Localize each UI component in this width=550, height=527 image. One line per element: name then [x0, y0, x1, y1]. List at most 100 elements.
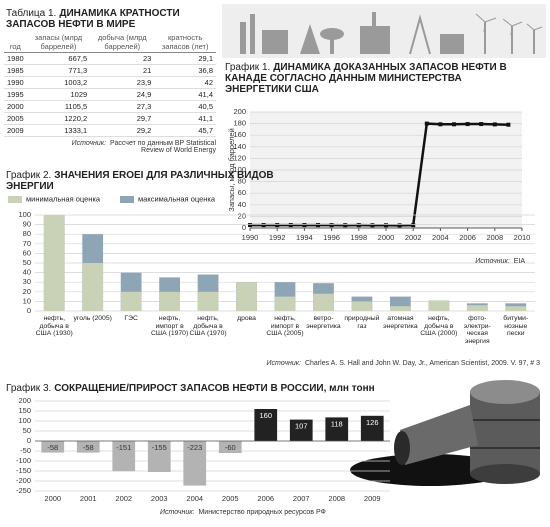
x-tick-label: битуми-нозные пески — [503, 315, 529, 337]
data-point — [302, 223, 307, 228]
x-tick-label: 2007 — [293, 494, 310, 503]
y-tick-label: -200 — [16, 476, 31, 485]
bar — [254, 409, 278, 441]
bar — [218, 441, 242, 453]
value-label: 118 — [331, 419, 343, 428]
table-row: 2009 1333,1 29,2 45,7 — [4, 124, 216, 137]
bar — [351, 301, 373, 311]
table-cell: 23 — [90, 52, 155, 65]
title-prefix: График 2. — [6, 170, 52, 181]
table-cell: 24,9 — [90, 88, 155, 101]
column-header: добыча (млрд баррелей) — [90, 32, 155, 53]
x-tick-label: 2000 — [378, 233, 395, 242]
y-tick-label: 180 — [233, 119, 246, 128]
y-tick-label: 90 — [23, 220, 31, 229]
table-cell: 29,7 — [90, 112, 155, 125]
data-point — [465, 122, 470, 127]
bar — [76, 441, 100, 453]
table-cell: 40,5 — [154, 100, 216, 113]
x-tick-label: 2010 — [514, 233, 531, 242]
y-tick-label: 20 — [23, 287, 31, 296]
legend-item: минимальная оценка — [8, 194, 100, 204]
reserves-table: год запасы (млрд баррелей) добыча (млрд ба… — [4, 32, 216, 137]
header-row: год запасы (млрд баррелей) добыча (млрд ба… — [4, 32, 216, 53]
table-row: 1985 771,3 21 36,8 — [4, 64, 216, 77]
source-text: EIA — [513, 258, 525, 265]
x-tick-label: 2006 — [257, 494, 274, 503]
value-label: -60 — [225, 443, 236, 452]
column-header: запасы (млрд баррелей) — [26, 32, 91, 53]
data-line — [250, 122, 509, 227]
x-tick-label: 2005 — [222, 494, 239, 503]
value-label: -58 — [83, 443, 94, 452]
data-point — [438, 122, 443, 127]
value-label: -223 — [187, 443, 202, 452]
x-tick-label: 2006 — [459, 233, 476, 242]
x-tick-label: дрова — [237, 315, 256, 322]
title-text: ЗНАЧЕНИЯ EROEI ДЛЯ РАЗЛИЧНЫХ ВИДОВ ЭНЕРГ… — [6, 170, 274, 192]
y-tick-label: 0 — [27, 436, 31, 445]
y-tick-label: 20 — [238, 211, 246, 220]
x-tick-label: ветро-энергетика — [306, 315, 341, 330]
y-tick-label: 150 — [18, 406, 31, 415]
y-tick-label: 120 — [233, 153, 246, 162]
table-cell: 41,1 — [154, 112, 216, 125]
y-tick-label: 0 — [27, 306, 31, 315]
data-point — [370, 223, 375, 228]
table-cell: 21 — [90, 64, 155, 77]
x-tick-label: ГЭС — [124, 315, 138, 322]
table-cell: 23,9 — [90, 76, 155, 89]
y-tick-label: 100 — [18, 210, 31, 219]
bar — [183, 441, 207, 486]
x-tick-label: нефть, добыча в США (2000) — [420, 315, 458, 337]
table-cell: 41,4 — [154, 88, 216, 101]
data-point — [424, 121, 429, 126]
x-tick-label: 2000 — [44, 494, 61, 503]
legend-item: максимальная оценка — [120, 194, 215, 204]
value-label: -151 — [116, 443, 131, 452]
table-cell: 27,3 — [90, 100, 155, 113]
x-tick-label: нефть, импорт в США (2005) — [266, 315, 304, 337]
source-text: Charles A. S. Hall and John W. Day, Jr.,… — [304, 360, 540, 367]
y-tick-label: 80 — [238, 177, 246, 186]
bar — [147, 441, 171, 472]
source-label: Источник: — [475, 258, 510, 265]
table-cell: 1003,2 — [26, 76, 91, 89]
bar — [325, 417, 349, 441]
x-tick-label: 1992 — [269, 233, 286, 242]
y-tick-label: 10 — [23, 296, 31, 305]
table-row: 1990 1003,2 23,9 42 — [4, 76, 216, 89]
source-label: Источник: — [266, 360, 301, 367]
y-tick-label: 40 — [23, 268, 31, 277]
y-tick-label: 100 — [18, 416, 31, 425]
table-cell: 36,8 — [154, 64, 216, 77]
x-tick-label: 2004 — [432, 233, 449, 242]
x-tick-label: 2008 — [328, 494, 345, 503]
data-point — [384, 223, 388, 228]
x-tick-label: 1998 — [350, 233, 367, 242]
table-cell: 29,2 — [90, 124, 155, 137]
y-tick-label: -50 — [20, 446, 31, 455]
y-tick-label: 200 — [18, 396, 31, 405]
barrel-illustration — [350, 380, 540, 486]
source-text: Министерство природных ресурсов РФ — [198, 509, 326, 516]
column-header: год — [4, 32, 27, 53]
y-tick-label: -100 — [16, 456, 31, 465]
y-tick-label: 60 — [23, 248, 31, 257]
data-point — [506, 122, 511, 127]
y-tick-label: 140 — [233, 142, 246, 151]
source-label: Источник: — [160, 509, 195, 516]
x-tick-label: 2009 — [364, 494, 381, 503]
bar — [43, 215, 65, 311]
table-body: 1980 667,5 23 29,1 1985 771,3 21 36,8 1990 1003,2… — [4, 52, 216, 137]
y-tick-label: 0 — [242, 223, 246, 232]
industry-illustration — [222, 4, 546, 58]
y-axis-label: Запасы, млрд баррелей — [227, 128, 236, 212]
value-label: 160 — [259, 411, 272, 420]
bar — [112, 441, 136, 472]
bar — [289, 419, 313, 441]
table-cell: 1995 — [4, 88, 27, 101]
bar — [120, 291, 142, 311]
y-tick-label: 50 — [23, 258, 31, 267]
data-point — [261, 223, 266, 228]
